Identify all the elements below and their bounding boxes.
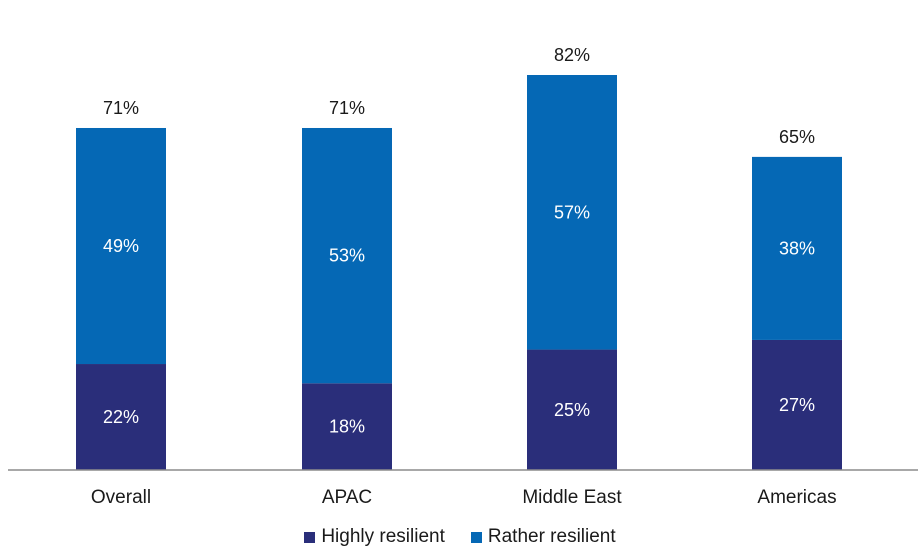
legend-swatch-rather-resilient xyxy=(470,531,482,543)
category-label-overall: Overall xyxy=(91,487,151,508)
stacked-bar-chart: 22% 49% 71% Overall 18% 53% 71% APAC 25% 57% 82% Mi… xyxy=(8,45,918,508)
data-label-rather-resilient-overall: 49% xyxy=(103,236,139,256)
legend: Highly resilient Rather resilient xyxy=(0,526,920,548)
legend-item-highly-resilient: Highly resilient xyxy=(304,526,445,548)
bar-highly-resilient-middle-east xyxy=(527,349,617,470)
labels-group: 22% 49% 71% Overall 18% 53% 71% APAC 25% 57% 82% Mi… xyxy=(91,45,837,508)
category-label-middle-east: Middle East xyxy=(522,487,622,508)
category-label-americas: Americas xyxy=(757,487,836,508)
data-label-highly-resilient-middle-east: 25% xyxy=(554,400,590,420)
legend-label-highly-resilient: Highly resilient xyxy=(321,526,445,547)
data-label-rather-resilient-americas: 38% xyxy=(779,238,815,258)
total-label-apac: 71% xyxy=(329,98,365,118)
total-label-overall: 71% xyxy=(103,98,139,118)
category-label-apac: APAC xyxy=(322,487,372,508)
bar-highly-resilient-overall xyxy=(76,364,166,470)
bar-rather-resilient-middle-east xyxy=(527,75,617,350)
bar-rather-resilient-americas xyxy=(752,156,842,340)
legend-item-rather-resilient: Rather resilient xyxy=(470,526,616,548)
data-label-rather-resilient-middle-east: 57% xyxy=(554,202,590,222)
bar-highly-resilient-apac xyxy=(302,383,392,470)
total-label-americas: 65% xyxy=(779,127,815,147)
bar-rather-resilient-apac xyxy=(302,127,392,384)
legend-label-rather-resilient: Rather resilient xyxy=(487,526,616,547)
data-label-rather-resilient-apac: 53% xyxy=(329,246,365,266)
bar-highly-resilient-americas xyxy=(752,339,842,470)
bars-group xyxy=(76,75,842,470)
data-label-highly-resilient-overall: 22% xyxy=(103,407,139,427)
data-label-highly-resilient-americas: 27% xyxy=(779,395,815,415)
data-label-highly-resilient-apac: 18% xyxy=(329,417,365,437)
legend-swatch-highly-resilient xyxy=(304,531,316,543)
total-label-middle-east: 82% xyxy=(554,45,590,65)
bar-rather-resilient-overall xyxy=(76,127,166,365)
